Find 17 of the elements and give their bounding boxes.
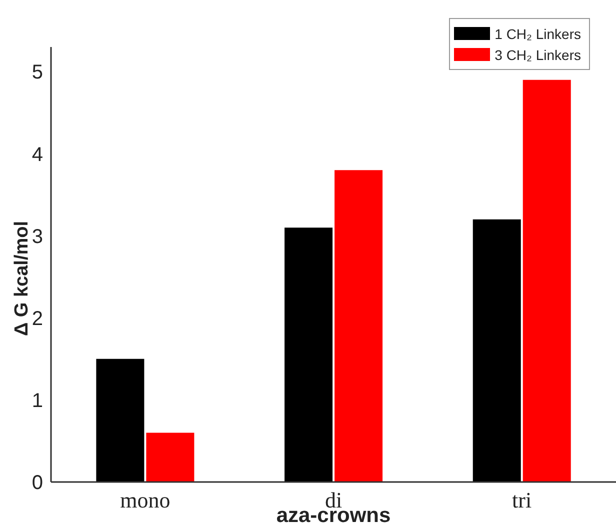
y-tick-label: 3 (32, 226, 43, 248)
legend-label: 1 CH₂ Linkers (494, 26, 581, 42)
y-tick-label: 0 (32, 472, 43, 494)
y-axis-title: Δ G kcal/mol (12, 220, 32, 336)
x-tick-label: tri (512, 488, 532, 513)
legend-label: 3 CH₂ Linkers (494, 46, 581, 62)
bar (522, 80, 571, 482)
bar (334, 170, 383, 482)
x-tick-label: mono (120, 488, 170, 513)
y-tick-label: 2 (32, 308, 43, 330)
y-tick-label: 1 (32, 390, 43, 412)
bar (146, 432, 194, 482)
bar (96, 358, 144, 482)
y-tick-label: 4 (32, 144, 43, 166)
bar (284, 228, 333, 482)
y-tick-label: 5 (32, 62, 43, 84)
bar (472, 219, 521, 482)
